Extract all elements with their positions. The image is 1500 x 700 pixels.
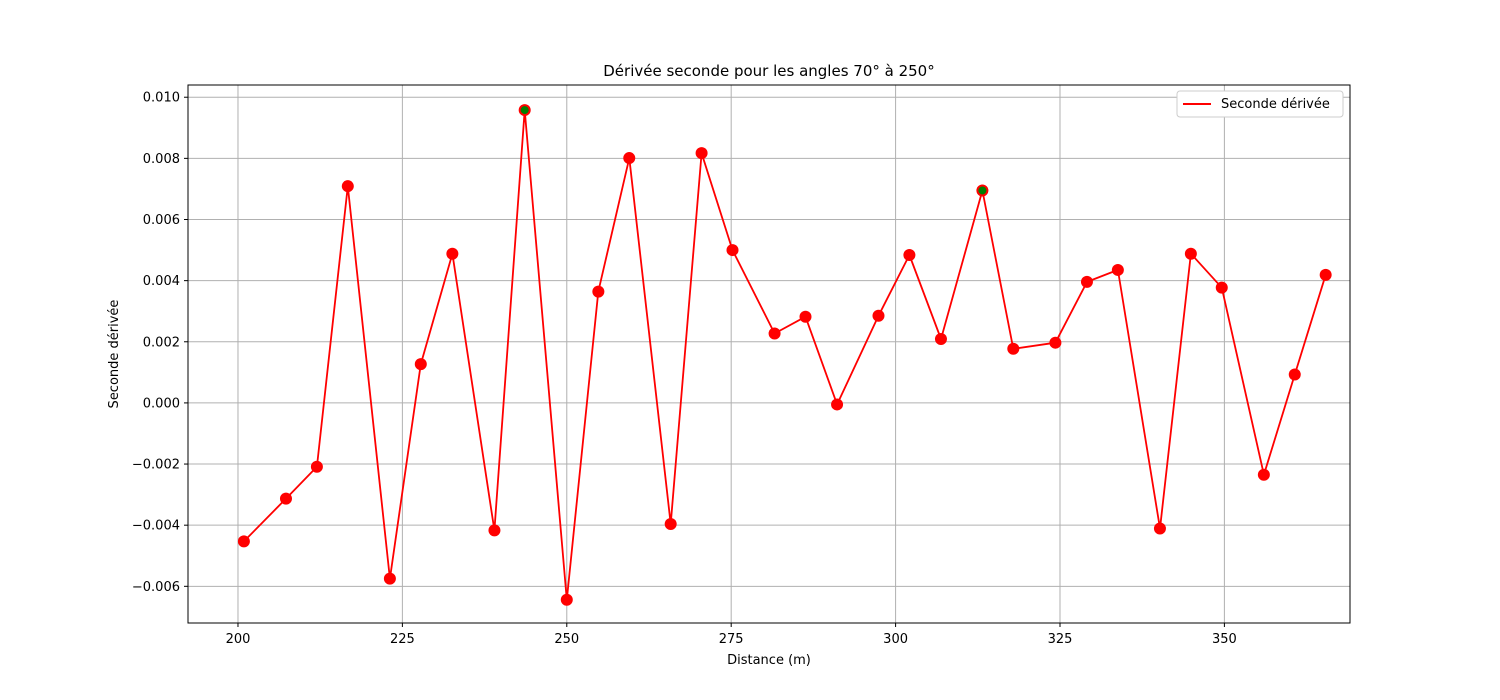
data-point [623, 152, 636, 165]
data-point [341, 180, 354, 193]
data-point [237, 535, 250, 548]
legend-label-seconde-derivee: Seconde dérivée [1221, 97, 1330, 112]
x-tick-label: 350 [1212, 632, 1237, 647]
data-point [903, 248, 916, 261]
data-point [1319, 268, 1332, 281]
y-tick-label: −0.006 [132, 580, 180, 595]
y-tick-label: 0.008 [143, 152, 180, 167]
series-layer [237, 104, 1332, 606]
data-point [831, 398, 844, 411]
x-axis: 200 225 250 275 300 325 350 [226, 623, 1237, 647]
data-point [934, 333, 947, 346]
data-point [446, 247, 459, 260]
data-point [664, 517, 677, 530]
legend-box [1176, 90, 1344, 118]
x-tick-label: 250 [554, 632, 579, 647]
x-tick-label: 325 [1048, 632, 1073, 647]
chart-title: Dérivée seconde pour les angles 70° à 25… [603, 62, 934, 80]
data-point [592, 285, 605, 298]
data-point [726, 244, 739, 257]
x-tick-label: 300 [883, 632, 908, 647]
data-point [1080, 275, 1093, 288]
data-point [1288, 368, 1301, 381]
data-point [1049, 336, 1062, 349]
data-point [695, 147, 708, 160]
data-point [279, 492, 292, 505]
data-point [488, 524, 501, 537]
data-point [1257, 468, 1270, 481]
legend: Seconde dérivée [1176, 90, 1344, 118]
data-point [1153, 522, 1166, 535]
y-tick-label: 0.004 [143, 274, 180, 289]
y-tick-label: −0.004 [132, 519, 180, 534]
data-point [872, 309, 885, 322]
y-axis-label: Seconde dérivée [107, 300, 122, 409]
data-point [768, 327, 781, 340]
highlight-point [978, 186, 987, 195]
y-tick-label: 0.010 [143, 91, 180, 106]
plot-frame [187, 84, 1351, 624]
x-axis-label: Distance (m) [727, 653, 811, 668]
y-tick-label: 0.006 [143, 213, 180, 228]
data-point [1111, 263, 1124, 276]
data-point [1215, 281, 1228, 294]
y-axis: −0.006 −0.004 −0.002 0.000 0.002 0.004 0.006 0.… [132, 91, 188, 595]
data-point [1184, 247, 1197, 260]
x-tick-label: 200 [226, 632, 251, 647]
grid [188, 85, 1350, 623]
data-point [414, 358, 427, 371]
data-point [1007, 342, 1020, 355]
data-point [560, 593, 573, 606]
data-point [799, 310, 812, 323]
x-tick-label: 275 [719, 632, 744, 647]
series-line [243, 109, 1327, 601]
y-tick-label: 0.002 [143, 335, 180, 350]
y-tick-label: 0.000 [143, 396, 180, 411]
highlight-point [520, 106, 529, 115]
data-point [383, 572, 396, 585]
x-tick-label: 225 [390, 632, 415, 647]
data-point [310, 460, 323, 473]
y-tick-label: −0.002 [132, 458, 180, 473]
